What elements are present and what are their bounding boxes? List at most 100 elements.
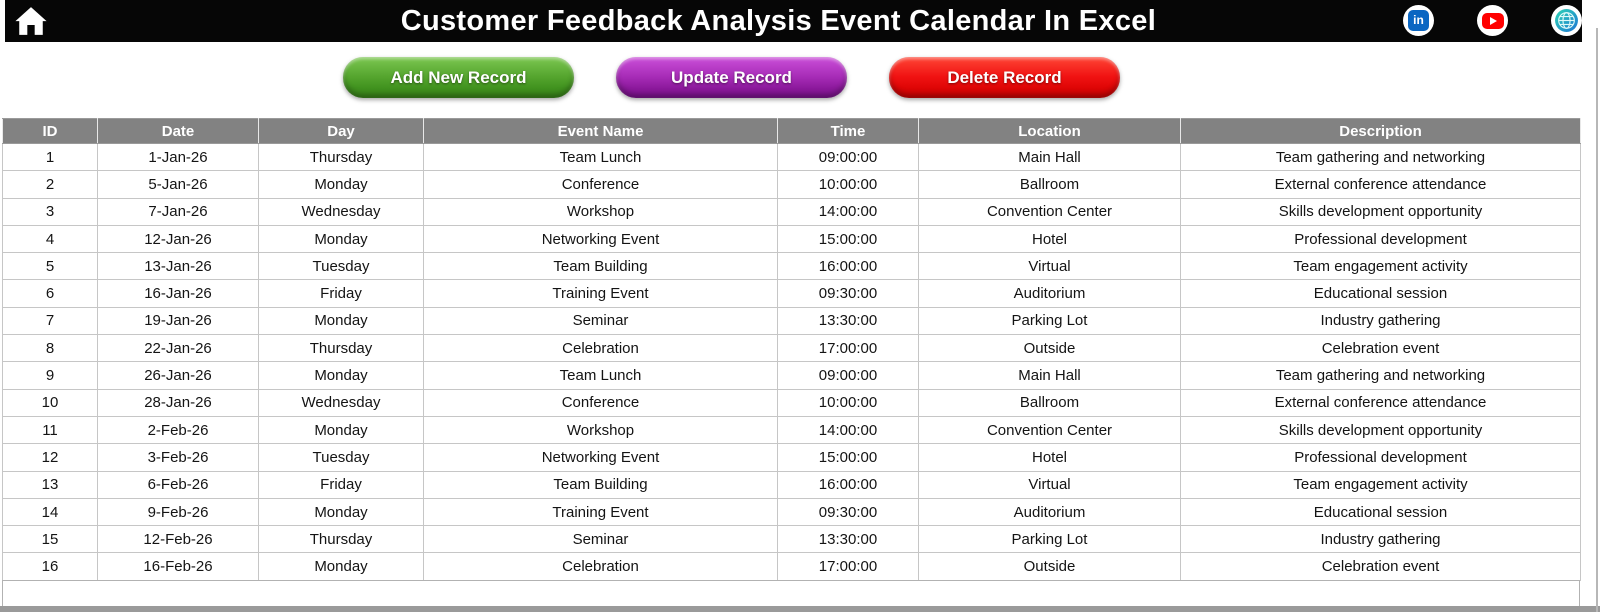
cell-location[interactable]: Convention Center	[918, 197, 1181, 226]
cell-day[interactable]: Tuesday	[258, 443, 424, 472]
cell-location[interactable]: Ballroom	[918, 388, 1181, 417]
cell-date[interactable]: 3-Feb-26	[97, 443, 259, 472]
cell-date[interactable]: 1-Jan-26	[97, 142, 259, 172]
cell-time[interactable]: 10:00:00	[777, 170, 919, 199]
cell-id[interactable]: 11	[2, 415, 98, 445]
cell-location[interactable]: Virtual	[918, 252, 1181, 281]
cell-time[interactable]: 13:30:00	[777, 306, 919, 336]
cell-description[interactable]: Industry gathering	[1180, 525, 1581, 554]
youtube-icon[interactable]	[1477, 5, 1508, 36]
cell-event-name[interactable]: Team Building	[423, 252, 778, 281]
cell-day[interactable]: Tuesday	[258, 252, 424, 281]
cell-time[interactable]: 14:00:00	[777, 415, 919, 445]
cell-id[interactable]: 6	[2, 279, 98, 308]
cell-event-name[interactable]: Team Building	[423, 470, 778, 499]
cell-time[interactable]: 15:00:00	[777, 443, 919, 472]
cell-event-name[interactable]: Conference	[423, 170, 778, 199]
cell-id[interactable]: 15	[2, 525, 98, 554]
cell-location[interactable]: Hotel	[918, 224, 1181, 254]
cell-location[interactable]: Outside	[918, 334, 1181, 363]
cell-location[interactable]: Parking Lot	[918, 306, 1181, 336]
cell-day[interactable]: Thursday	[258, 334, 424, 363]
cell-day[interactable]: Thursday	[258, 525, 424, 554]
cell-event-name[interactable]: Seminar	[423, 306, 778, 336]
cell-time[interactable]: 16:00:00	[777, 252, 919, 281]
cell-id[interactable]: 13	[2, 470, 98, 499]
cell-day[interactable]: Thursday	[258, 142, 424, 172]
update-record-button[interactable]: Update Record	[616, 57, 847, 98]
cell-day[interactable]: Monday	[258, 552, 424, 581]
cell-id[interactable]: 9	[2, 361, 98, 390]
cell-date[interactable]: 22-Jan-26	[97, 334, 259, 363]
cell-event-name[interactable]: Workshop	[423, 415, 778, 445]
cell-day[interactable]: Monday	[258, 170, 424, 199]
cell-day[interactable]: Monday	[258, 497, 424, 527]
cell-location[interactable]: Virtual	[918, 470, 1181, 499]
cell-id[interactable]: 5	[2, 252, 98, 281]
cell-description[interactable]: Professional development	[1180, 224, 1581, 254]
cell-id[interactable]: 4	[2, 224, 98, 254]
cell-location[interactable]: Main Hall	[918, 361, 1181, 390]
cell-day[interactable]: Monday	[258, 415, 424, 445]
cell-location[interactable]: Auditorium	[918, 497, 1181, 527]
cell-day[interactable]: Monday	[258, 306, 424, 336]
cell-description[interactable]: Celebration event	[1180, 552, 1581, 581]
column-header-day[interactable]: Day	[258, 118, 424, 144]
cell-time[interactable]: 10:00:00	[777, 388, 919, 417]
cell-date[interactable]: 7-Jan-26	[97, 197, 259, 226]
cell-location[interactable]: Parking Lot	[918, 525, 1181, 554]
cell-day[interactable]: Wednesday	[258, 388, 424, 417]
cell-location[interactable]: Main Hall	[918, 142, 1181, 172]
cell-event-name[interactable]: Celebration	[423, 334, 778, 363]
cell-time[interactable]: 09:30:00	[777, 279, 919, 308]
cell-description[interactable]: Team engagement activity	[1180, 470, 1581, 499]
column-header-event-name[interactable]: Event Name	[423, 118, 778, 144]
globe-icon[interactable]	[1551, 5, 1582, 36]
add-new-record-button[interactable]: Add New Record	[343, 57, 574, 98]
cell-day[interactable]: Friday	[258, 279, 424, 308]
cell-description[interactable]: Educational session	[1180, 279, 1581, 308]
cell-location[interactable]: Auditorium	[918, 279, 1181, 308]
cell-id[interactable]: 1	[2, 142, 98, 172]
cell-id[interactable]: 10	[2, 388, 98, 417]
cell-location[interactable]: Outside	[918, 552, 1181, 581]
column-header-description[interactable]: Description	[1180, 118, 1581, 144]
cell-description[interactable]: Skills development opportunity	[1180, 415, 1581, 445]
cell-date[interactable]: 26-Jan-26	[97, 361, 259, 390]
cell-location[interactable]: Convention Center	[918, 415, 1181, 445]
column-header-time[interactable]: Time	[777, 118, 919, 144]
cell-id[interactable]: 2	[2, 170, 98, 199]
delete-record-button[interactable]: Delete Record	[889, 57, 1120, 98]
cell-date[interactable]: 19-Jan-26	[97, 306, 259, 336]
cell-description[interactable]: External conference attendance	[1180, 388, 1581, 417]
cell-time[interactable]: 09:00:00	[777, 142, 919, 172]
cell-day[interactable]: Wednesday	[258, 197, 424, 226]
cell-date[interactable]: 5-Jan-26	[97, 170, 259, 199]
home-icon[interactable]	[12, 2, 50, 40]
cell-event-name[interactable]: Seminar	[423, 525, 778, 554]
cell-time[interactable]: 09:30:00	[777, 497, 919, 527]
column-header-location[interactable]: Location	[918, 118, 1181, 144]
cell-date[interactable]: 16-Feb-26	[97, 552, 259, 581]
cell-event-name[interactable]: Team Lunch	[423, 142, 778, 172]
cell-description[interactable]: Team gathering and networking	[1180, 361, 1581, 390]
cell-event-name[interactable]: Networking Event	[423, 224, 778, 254]
column-header-date[interactable]: Date	[97, 118, 259, 144]
cell-event-name[interactable]: Training Event	[423, 497, 778, 527]
cell-time[interactable]: 16:00:00	[777, 470, 919, 499]
cell-time[interactable]: 09:00:00	[777, 361, 919, 390]
linkedin-icon[interactable]: in	[1403, 5, 1434, 36]
cell-event-name[interactable]: Workshop	[423, 197, 778, 226]
cell-id[interactable]: 12	[2, 443, 98, 472]
cell-description[interactable]: Team engagement activity	[1180, 252, 1581, 281]
cell-id[interactable]: 3	[2, 197, 98, 226]
cell-time[interactable]: 17:00:00	[777, 552, 919, 581]
cell-event-name[interactable]: Conference	[423, 388, 778, 417]
cell-date[interactable]: 16-Jan-26	[97, 279, 259, 308]
cell-id[interactable]: 14	[2, 497, 98, 527]
cell-time[interactable]: 17:00:00	[777, 334, 919, 363]
cell-description[interactable]: Skills development opportunity	[1180, 197, 1581, 226]
cell-time[interactable]: 14:00:00	[777, 197, 919, 226]
cell-date[interactable]: 9-Feb-26	[97, 497, 259, 527]
cell-time[interactable]: 15:00:00	[777, 224, 919, 254]
